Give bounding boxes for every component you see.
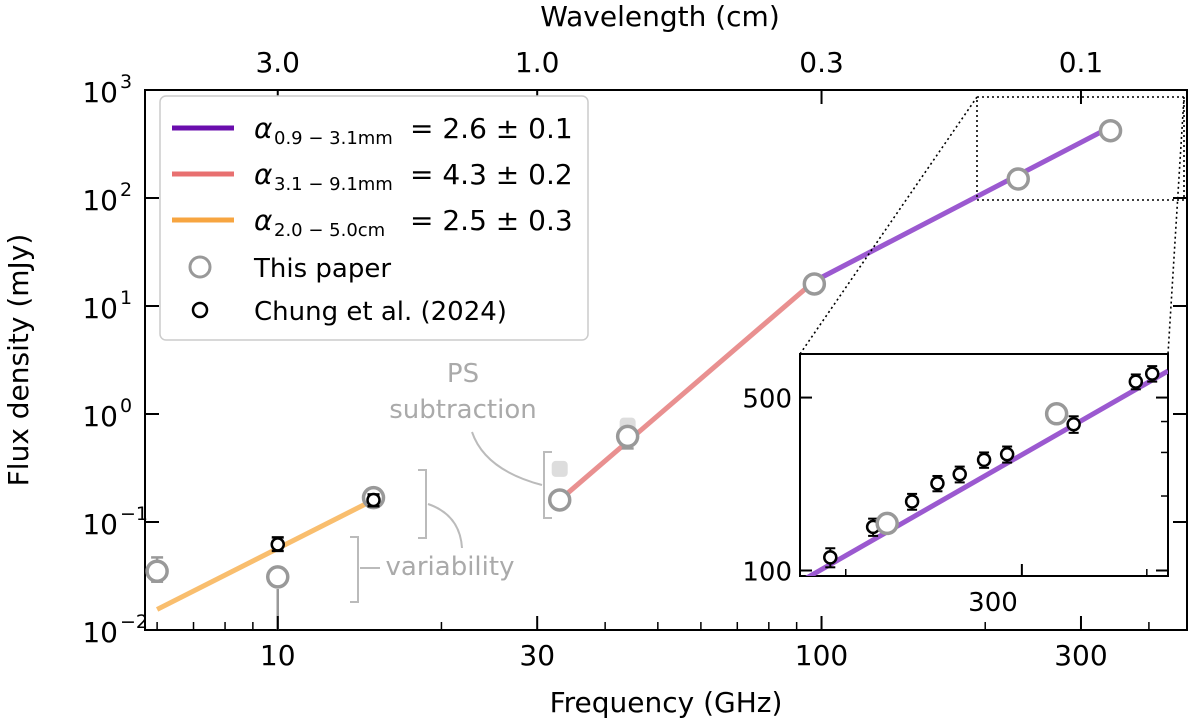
ps-connector [471, 431, 543, 486]
x-tick-label-1: 30 [519, 639, 555, 672]
inset-this-paper-point-1 [1044, 402, 1069, 426]
y-tick-label-0: 10 [82, 616, 118, 649]
zoom-connector-left [799, 96, 978, 355]
data-point-0-4 [615, 424, 640, 449]
inset-chung-point-0 [823, 550, 838, 565]
y-tick-label-1: 10 [82, 508, 118, 541]
inset-chung-point-4 [952, 466, 967, 482]
x-tick-label-0: 10 [260, 639, 296, 672]
y-tick-label-2: 10 [82, 400, 118, 433]
data-point-0-7 [1098, 118, 1123, 143]
legend-symbol-0: α [254, 112, 273, 145]
x-tick-label-2: 100 [795, 639, 848, 672]
data-point-1-0 [270, 537, 285, 552]
data-point-0-6 [1006, 167, 1030, 191]
y-tick-exponent-2: 0 [120, 395, 132, 417]
inset-chung-point-7 [1066, 417, 1081, 432]
y-tick-exponent-4: 2 [120, 179, 132, 201]
top-axis-label: Wavelength (cm) [540, 0, 780, 33]
legend-value-0: = 2.6 ± 0.1 [410, 112, 573, 145]
inset-chung-point-9 [1144, 366, 1160, 381]
plot-area [144, 89, 1188, 631]
annotations: PS subtraction variability [350, 359, 552, 603]
legend-marker-chung [191, 301, 209, 319]
x-axis-label: Frequency (GHz) [550, 686, 783, 719]
legend-value-2: = 2.5 ± 0.3 [410, 204, 573, 237]
data-point-0-3 [547, 488, 572, 512]
legend-label-this-paper: This paper [253, 254, 391, 284]
data-point-0-0 [145, 559, 169, 583]
data-point-0-1 [265, 565, 290, 589]
legend-marker-this-paper [188, 255, 212, 279]
legend: α 0.9 − 3.1mm = 2.6 ± 0.1α 3.1 − 9.1mm = 4.3… [159, 95, 589, 341]
inset-chung-point-2 [904, 494, 920, 509]
y-tick-exponent-1: −1 [120, 503, 148, 525]
ps-bracket [543, 451, 552, 519]
x-tick-label-3: 300 [1054, 639, 1107, 672]
variability-connector [427, 503, 463, 549]
annotation-ps: PS [447, 359, 479, 389]
inset-this-paper-point-0 [875, 511, 899, 536]
inset-y-tick-label-1: 500 [742, 385, 792, 415]
data-point-0-5 [802, 272, 827, 296]
top-tick-label-0: 3.0 [255, 46, 300, 79]
y-tick-exponent-3: 1 [120, 287, 132, 309]
top-tick-label-1: 1.0 [515, 46, 560, 79]
inset-x-tick-label: 300 [968, 588, 1018, 618]
legend-box [159, 95, 589, 341]
legend-subscript-2: 2.0 − 5.0cm [274, 220, 385, 241]
legend-symbol-2: α [254, 204, 273, 237]
variability-bracket-upper [418, 469, 427, 539]
inset-chung-point-8 [1128, 374, 1144, 389]
y-tick-exponent-5: 3 [120, 71, 132, 93]
inset-chung-point-5 [976, 452, 992, 468]
annotation-variability: variability [386, 552, 515, 582]
top-tick-label-3: 0.1 [1059, 46, 1104, 79]
inset-plot: 100 500 300 [742, 353, 1169, 618]
inset-chung-point-6 [999, 447, 1015, 462]
legend-subscript-1: 3.1 − 9.1mm [274, 174, 393, 195]
data-point-1-1 [366, 492, 381, 508]
fit-line-2 [155, 497, 375, 612]
top-tick-label-2: 0.3 [799, 46, 844, 79]
inset-y-tick-label-0: 100 [742, 557, 792, 587]
zoom-connector-right [1167, 96, 1185, 355]
y-axis-label: Flux density (mJy) [2, 234, 35, 487]
fit-line-1 [558, 279, 816, 502]
inset-fit-line [805, 368, 1168, 576]
legend-symbol-1: α [254, 158, 273, 191]
y-tick-label-3: 10 [82, 292, 118, 325]
fit-line-0 [813, 128, 1105, 284]
variability-bracket-lower [350, 536, 359, 603]
ps-unsubtracted-marker-33 [551, 460, 568, 477]
y-tick-label-4: 10 [82, 184, 118, 217]
legend-label-chung: Chung et al. (2024) [254, 297, 507, 327]
annotation-subtraction: subtraction [389, 395, 536, 425]
y-tick-exponent-0: −2 [120, 611, 148, 633]
legend-subscript-0: 0.9 − 3.1mm [274, 128, 393, 149]
inset-chung-point-3 [930, 476, 945, 491]
legend-value-1: = 4.3 ± 0.2 [410, 158, 573, 191]
y-tick-label-5: 10 [82, 76, 118, 109]
